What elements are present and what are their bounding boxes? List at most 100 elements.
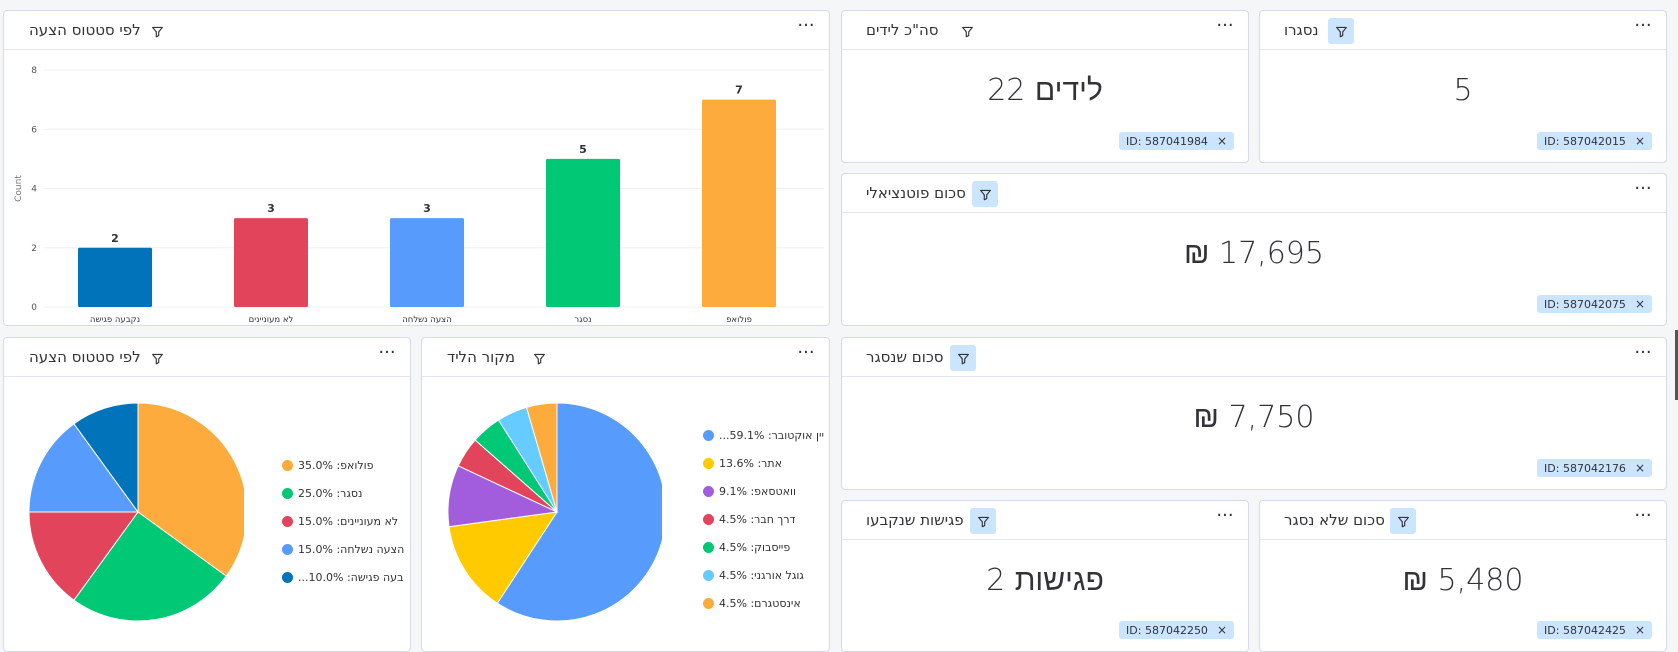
legend-item[interactable]: אינסטגרם: 4.5% [703,595,801,611]
legend-item[interactable]: וואטסאפ: 9.1% [703,483,796,499]
closed-count-widget: ··· נסגרו 5 ID: 587042015 × [1259,10,1667,163]
widget-title[interactable]: סכום פוטנציאלי [866,184,966,202]
chip-label: ID: 587041984 [1126,134,1208,148]
filter-icon[interactable] [954,18,980,44]
more-icon[interactable]: ··· [1634,15,1652,36]
widget-header: ··· סכום שנסגר [842,338,1666,377]
legend-swatch [282,459,293,471]
close-icon[interactable]: × [1634,461,1645,475]
pie-slice[interactable] [448,511,559,604]
filter-icon[interactable] [144,345,170,371]
more-icon[interactable]: ··· [1216,505,1234,526]
widget-value: ₪ 7,750 [1193,400,1315,435]
legend-item[interactable]: גוגל אורגני: 4.5% [703,567,804,583]
chip-label: ID: 587042075 [1544,297,1626,311]
widget-title[interactable]: סה"כ לידים [866,21,939,39]
source-pie-widget: ··· מקור הליד ...יין אוקטובר: 59.1% אתר: … [421,337,830,652]
pie-slice[interactable] [496,402,662,622]
filter-icon[interactable] [144,18,170,44]
close-icon[interactable]: × [1634,623,1645,637]
legend-item[interactable]: ...בעה פגישה: 10.0% [282,569,403,585]
widget-header: ··· לפי סטטוס הצעה [4,11,829,50]
more-icon[interactable]: ··· [1634,505,1652,526]
bar[interactable] [390,218,464,307]
widget-title[interactable]: לפי סטטוס הצעה [29,21,141,39]
potential-amount-widget: ··· סכום פוטנציאלי ₪ 17,695 ID: 58704207… [841,173,1667,326]
legend-swatch [703,429,714,441]
bar[interactable] [546,158,620,307]
id-filter-chip[interactable]: ID: 587042176 × [1537,459,1652,477]
bar[interactable] [78,247,152,307]
legend-item[interactable]: פולואפ: 35.0% [282,457,374,473]
legend-item[interactable]: אתר: 13.6% [703,455,782,471]
x-tick-label: פולואפ [726,315,752,325]
more-icon[interactable]: ··· [378,342,396,363]
not-closed-amount-widget: ··· סכום שלא נסגר ₪ 5,480 ID: 587042425 … [1259,500,1667,652]
id-filter-chip[interactable]: ID: 587042425 × [1537,621,1652,639]
widget-header: ··· סה"כ לידים [842,11,1248,50]
legend-item[interactable]: הצעה נשלחה: 15.0% [282,541,404,557]
widget-value: 5 [1453,73,1473,108]
filter-icon[interactable] [526,345,552,371]
pie-slice[interactable] [137,402,244,577]
id-filter-chip[interactable]: ID: 587042015 × [1537,132,1652,150]
source-pie-chart [447,402,662,622]
legend-swatch [703,597,714,609]
id-filter-chip[interactable]: ID: 587041984 × [1119,132,1234,150]
scrollbar[interactable] [1675,330,1678,400]
bar[interactable] [234,218,308,307]
legend-item[interactable]: נסגר: 25.0% [282,485,362,501]
chip-label: ID: 587042015 [1544,134,1626,148]
legend-item[interactable]: לא מעוניינים: 15.0% [282,513,398,529]
widget-title[interactable]: נסגרו [1284,21,1319,39]
more-icon[interactable]: ··· [1634,342,1652,363]
bar[interactable] [702,99,776,307]
more-icon[interactable]: ··· [1634,178,1652,199]
legend-item[interactable]: דרך חבר: 4.5% [703,511,796,527]
status-pie-widget: ··· לפי סטטוס הצעה פולואפ: 35.0% נסגר: 25… [3,337,411,652]
widget-header: ··· פגישות שנקבעו [842,501,1248,540]
id-filter-chip[interactable]: ID: 587042250 × [1119,621,1234,639]
legend-swatch [703,569,714,581]
pie-slice[interactable] [525,402,558,513]
close-icon[interactable]: × [1216,134,1227,148]
more-icon[interactable]: ··· [1216,15,1234,36]
widget-title[interactable]: סכום שלא נסגר [1284,511,1385,529]
pie-slice[interactable] [28,423,139,513]
bar-value-label: 3 [267,202,275,215]
legend-label: פייסבוק: 4.5% [719,540,791,554]
legend-swatch [703,541,714,553]
widget-title[interactable]: פגישות שנקבעו [866,511,964,529]
filter-icon[interactable] [1328,18,1354,44]
legend-swatch [282,515,293,527]
chip-label: ID: 587042176 [1544,461,1626,475]
widget-title[interactable]: סכום שנסגר [866,348,944,366]
legend-item[interactable]: ...יין אוקטובר: 59.1% [703,427,824,443]
close-icon[interactable]: × [1216,623,1227,637]
more-icon[interactable]: ··· [797,15,815,36]
y-tick-label: 8 [31,66,37,76]
filter-icon[interactable] [950,345,976,371]
legend-swatch [282,571,293,583]
widget-value: ₪ 5,480 [1402,563,1524,598]
close-icon[interactable]: × [1634,297,1645,311]
legend-label: הצעה נשלחה: 15.0% [298,542,405,556]
widget-title[interactable]: לפי סטטוס הצעה [29,348,141,366]
widget-title[interactable]: מקור הליד [447,348,516,366]
bar-value-label: 5 [579,143,587,156]
close-icon[interactable]: × [1634,134,1645,148]
pie-slice[interactable] [73,511,227,622]
y-tick-label: 0 [31,303,37,313]
id-filter-chip[interactable]: ID: 587042075 × [1537,295,1652,313]
y-tick-label: 4 [31,185,37,195]
filter-icon[interactable] [970,508,996,534]
widget-header: ··· נסגרו [1260,11,1666,50]
pie-slice[interactable] [28,511,139,601]
more-icon[interactable]: ··· [797,342,815,363]
pie-slice[interactable] [73,402,139,514]
x-tick-label: הצעה נשלחה [402,315,452,325]
filter-icon[interactable] [1390,508,1416,534]
legend-item[interactable]: פייסבוק: 4.5% [703,539,790,555]
filter-icon[interactable] [972,181,998,207]
x-tick-label: נקבעה פגישה [90,315,140,325]
